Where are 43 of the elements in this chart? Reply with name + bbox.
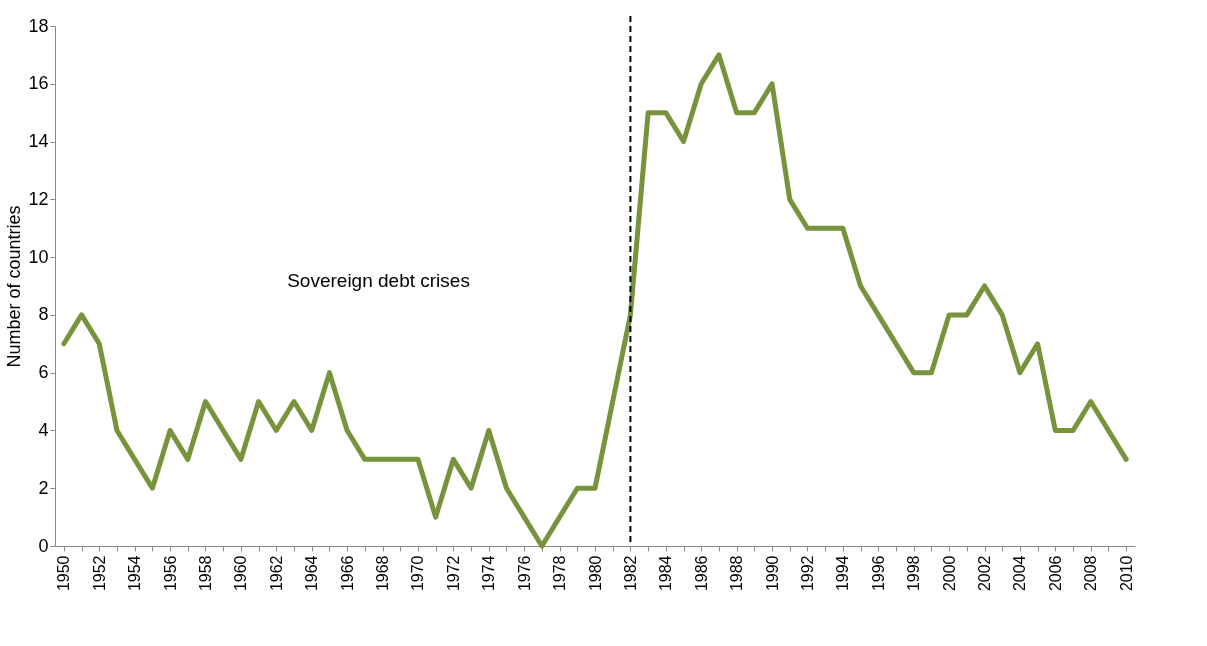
x-tick-label: 1962: [267, 555, 285, 592]
x-tick-label: 1950: [55, 555, 73, 592]
x-tick-label: 1996: [869, 555, 887, 592]
y-tick-label: 12: [28, 188, 49, 209]
x-tick-label: 1960: [232, 555, 250, 592]
x-tick-label: 1956: [161, 555, 179, 592]
y-tick-label: 10: [28, 246, 49, 267]
annotation: Sovereign debt crises: [287, 269, 470, 291]
x-tick-label: 1964: [303, 555, 321, 592]
x-tick-label: 1998: [905, 555, 923, 592]
x-tick-label: 1984: [657, 555, 675, 592]
x-tick-label: 1954: [126, 555, 144, 592]
y-tick-label: 6: [38, 362, 49, 383]
x-tick-label: 2000: [940, 555, 958, 592]
x-tick-label: 1958: [196, 555, 214, 592]
y-tick-label: 18: [28, 15, 49, 36]
x-tick-label: 1968: [374, 555, 392, 592]
y-tick-label: 0: [38, 535, 49, 556]
y-tick-label: 2: [38, 477, 49, 498]
x-tick-label: 2002: [976, 555, 994, 592]
x-tick-label: 1976: [515, 555, 533, 592]
x-tick-label: 1994: [834, 555, 852, 592]
x-tick-label: 1972: [444, 555, 462, 592]
x-tick-label: 2010: [1117, 555, 1135, 592]
y-tick-label: 8: [38, 304, 49, 325]
x-tick-label: 1982: [621, 555, 639, 592]
x-tick-label: 1966: [338, 555, 356, 592]
x-tick-label: 1952: [90, 555, 108, 592]
x-tick-label: 2008: [1082, 555, 1100, 592]
x-tick-label: 1992: [798, 555, 816, 592]
x-tick-label: 1970: [409, 555, 427, 592]
x-tick-label: 1974: [480, 555, 498, 592]
y-tick-label: 16: [28, 73, 49, 94]
x-tick-label: 2004: [1011, 555, 1029, 592]
x-tick-label: 1988: [728, 555, 746, 592]
x-tick-label: 1986: [692, 555, 710, 592]
y-axis-title: Number of countries: [4, 205, 25, 368]
x-tick-label: 1980: [586, 555, 604, 592]
y-tick-label: 14: [28, 131, 49, 152]
x-tick-label: 2006: [1046, 555, 1064, 592]
y-tick-label: 4: [38, 419, 49, 440]
x-tick-label: 1978: [551, 555, 569, 592]
x-tick-label: 1990: [763, 555, 781, 592]
